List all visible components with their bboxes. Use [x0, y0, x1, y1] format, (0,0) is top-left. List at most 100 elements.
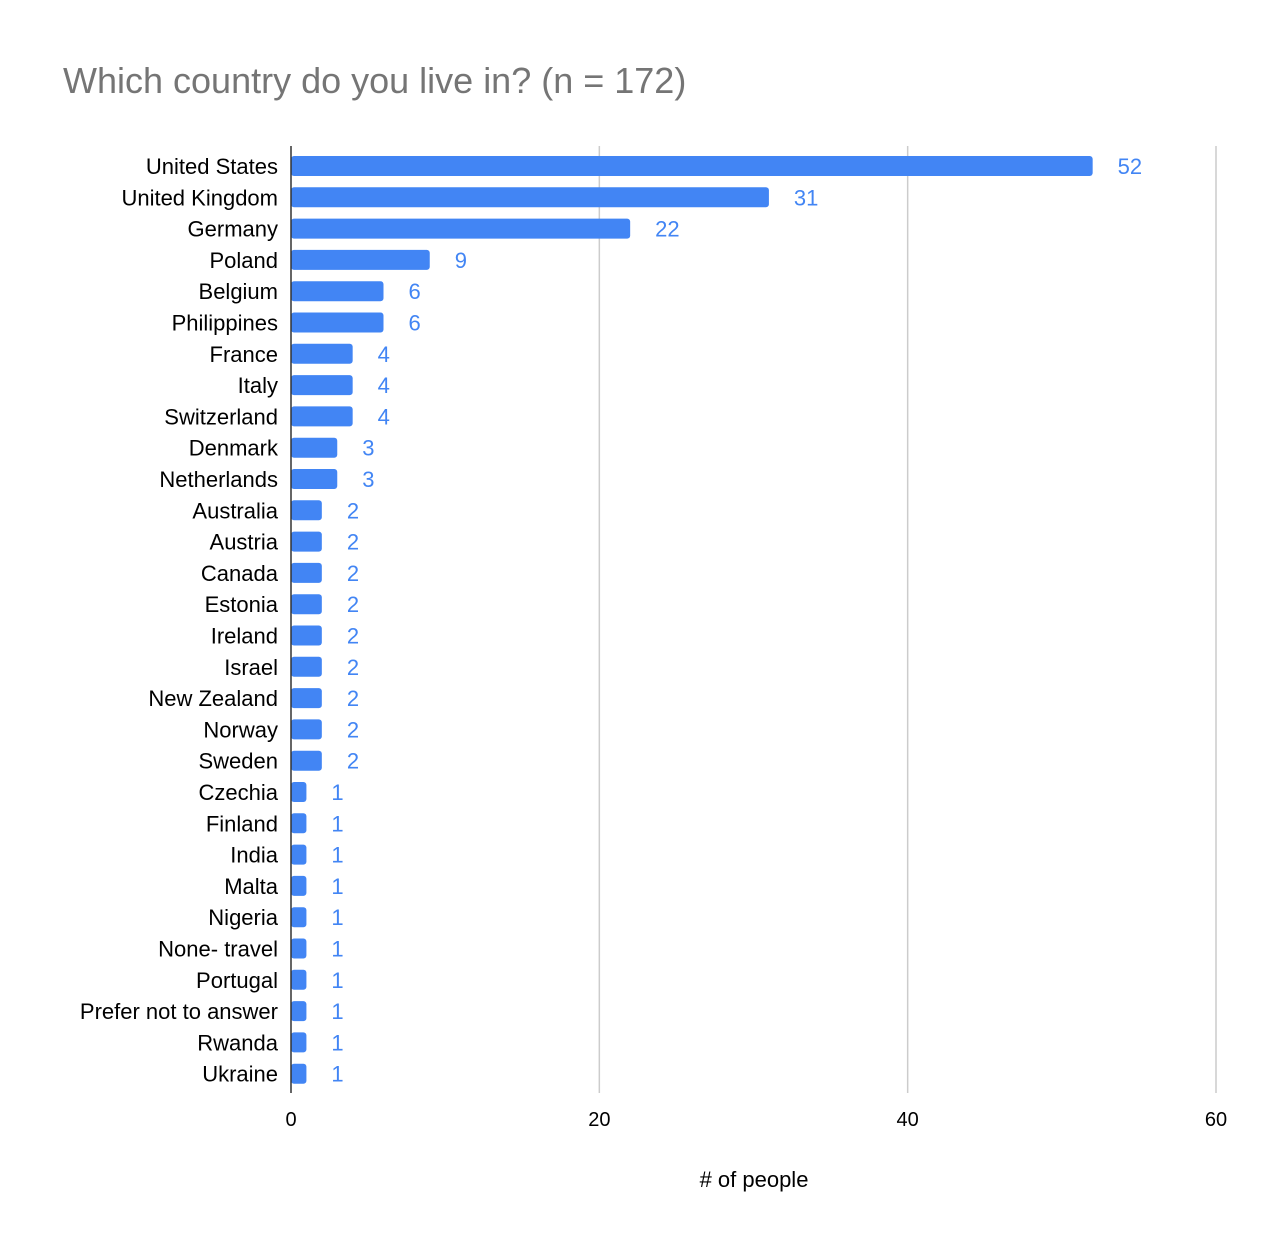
category-label: Australia — [192, 498, 278, 523]
data-label: 4 — [378, 373, 390, 398]
bar — [291, 875, 307, 896]
bar — [291, 218, 631, 239]
x-tick-label: 0 — [285, 1109, 296, 1131]
bar — [291, 938, 307, 959]
bar — [291, 625, 322, 646]
category-label: Sweden — [198, 749, 278, 774]
bar — [291, 1001, 307, 1022]
bar — [291, 531, 322, 552]
bar — [291, 249, 430, 270]
category-label: None- travel — [158, 937, 278, 962]
x-tick-label: 20 — [588, 1109, 610, 1131]
category-label: Ireland — [211, 624, 278, 649]
category-label: Portugal — [196, 968, 278, 993]
data-label: 1 — [331, 874, 343, 899]
bar — [291, 156, 1093, 176]
bar — [291, 750, 322, 771]
data-label: 1 — [331, 905, 343, 930]
bar — [291, 907, 307, 928]
data-label: 52 — [1118, 154, 1142, 179]
x-axis-title: # of people — [700, 1167, 809, 1192]
category-label: Czechia — [199, 780, 279, 805]
data-label: 1 — [331, 811, 343, 836]
x-axis-ticks: 0 20 40 60 — [285, 1109, 1227, 1131]
data-label: 4 — [378, 404, 390, 429]
bar — [291, 187, 769, 208]
data-label: 2 — [347, 749, 359, 774]
data-label: 2 — [347, 561, 359, 586]
category-label: Nigeria — [208, 905, 278, 930]
x-tick-label: 40 — [897, 1109, 919, 1131]
category-label: Norway — [203, 717, 278, 742]
bar — [291, 500, 322, 521]
data-label: 1 — [331, 1030, 343, 1055]
category-labels: United States United Kingdom Germany Poland… — [80, 154, 279, 1087]
category-label: Finland — [206, 811, 278, 836]
data-label: 3 — [362, 436, 374, 461]
category-label: Netherlands — [159, 467, 278, 492]
bar — [291, 312, 384, 333]
category-label: Philippines — [172, 311, 278, 336]
category-label: Denmark — [189, 436, 279, 461]
category-label: Belgium — [199, 279, 278, 304]
category-label: Estonia — [205, 592, 279, 617]
bar — [291, 1063, 307, 1084]
bar — [291, 656, 322, 677]
data-label: 1 — [331, 937, 343, 962]
category-label: India — [230, 843, 278, 868]
bar — [291, 688, 322, 709]
category-label: Switzerland — [164, 404, 278, 429]
bar — [291, 469, 338, 489]
data-label: 2 — [347, 655, 359, 680]
category-label: Canada — [201, 561, 279, 586]
data-label: 6 — [409, 311, 421, 336]
category-label: France — [210, 342, 278, 367]
data-label: 6 — [409, 279, 421, 304]
category-label: Israel — [224, 655, 278, 680]
bar — [291, 562, 322, 583]
bars — [291, 156, 1093, 1084]
category-label: Prefer not to answer — [80, 999, 278, 1024]
data-label: 2 — [347, 624, 359, 649]
chart-title: Which country do you live in? (n = 172) — [63, 60, 686, 101]
category-label: Rwanda — [197, 1030, 278, 1055]
bar — [291, 969, 307, 990]
bar — [291, 281, 384, 302]
bar — [291, 813, 307, 834]
data-label: 1 — [331, 1062, 343, 1087]
x-tick-label: 60 — [1205, 1109, 1227, 1131]
category-label: Austria — [210, 530, 279, 555]
data-label: 1 — [331, 843, 343, 868]
data-label: 31 — [794, 185, 818, 210]
category-label: Poland — [209, 248, 278, 273]
data-label: 2 — [347, 530, 359, 555]
bar — [291, 375, 353, 396]
category-label: New Zealand — [148, 686, 278, 711]
category-label: Germany — [188, 217, 278, 242]
data-label: 9 — [455, 248, 467, 273]
bar — [291, 782, 307, 802]
bar — [291, 406, 353, 427]
data-label: 2 — [347, 592, 359, 617]
bar — [291, 594, 322, 615]
category-label: Italy — [238, 373, 278, 398]
data-label: 1 — [331, 780, 343, 805]
data-label: 3 — [362, 467, 374, 492]
data-label: 4 — [378, 342, 390, 367]
bar — [291, 343, 353, 364]
category-label: United States — [146, 154, 278, 179]
bar — [291, 1032, 307, 1053]
data-label: 1 — [331, 999, 343, 1024]
category-label: Malta — [224, 874, 279, 899]
bar — [291, 719, 322, 740]
data-label: 2 — [347, 498, 359, 523]
category-label: United Kingdom — [121, 185, 278, 210]
category-label: Ukraine — [202, 1062, 278, 1087]
data-label: 1 — [331, 968, 343, 993]
bar — [291, 844, 307, 865]
bar — [291, 437, 338, 458]
grid-lines — [598, 146, 1217, 1093]
